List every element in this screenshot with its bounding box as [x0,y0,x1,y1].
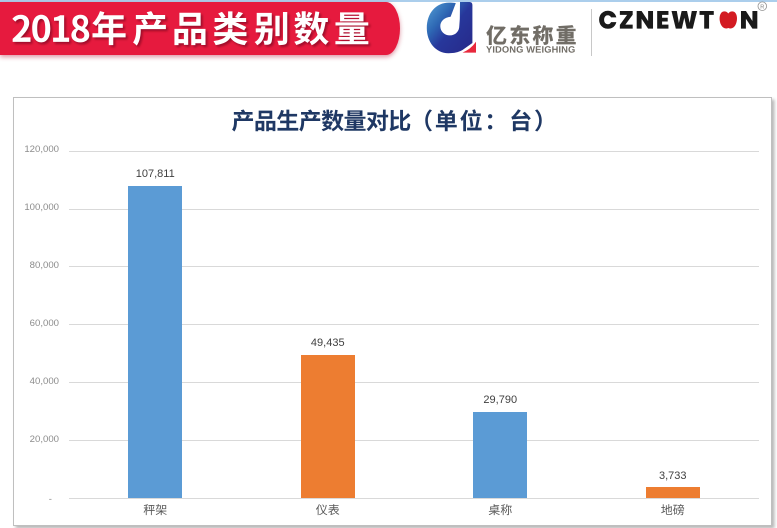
svg-text:R: R [760,4,764,10]
